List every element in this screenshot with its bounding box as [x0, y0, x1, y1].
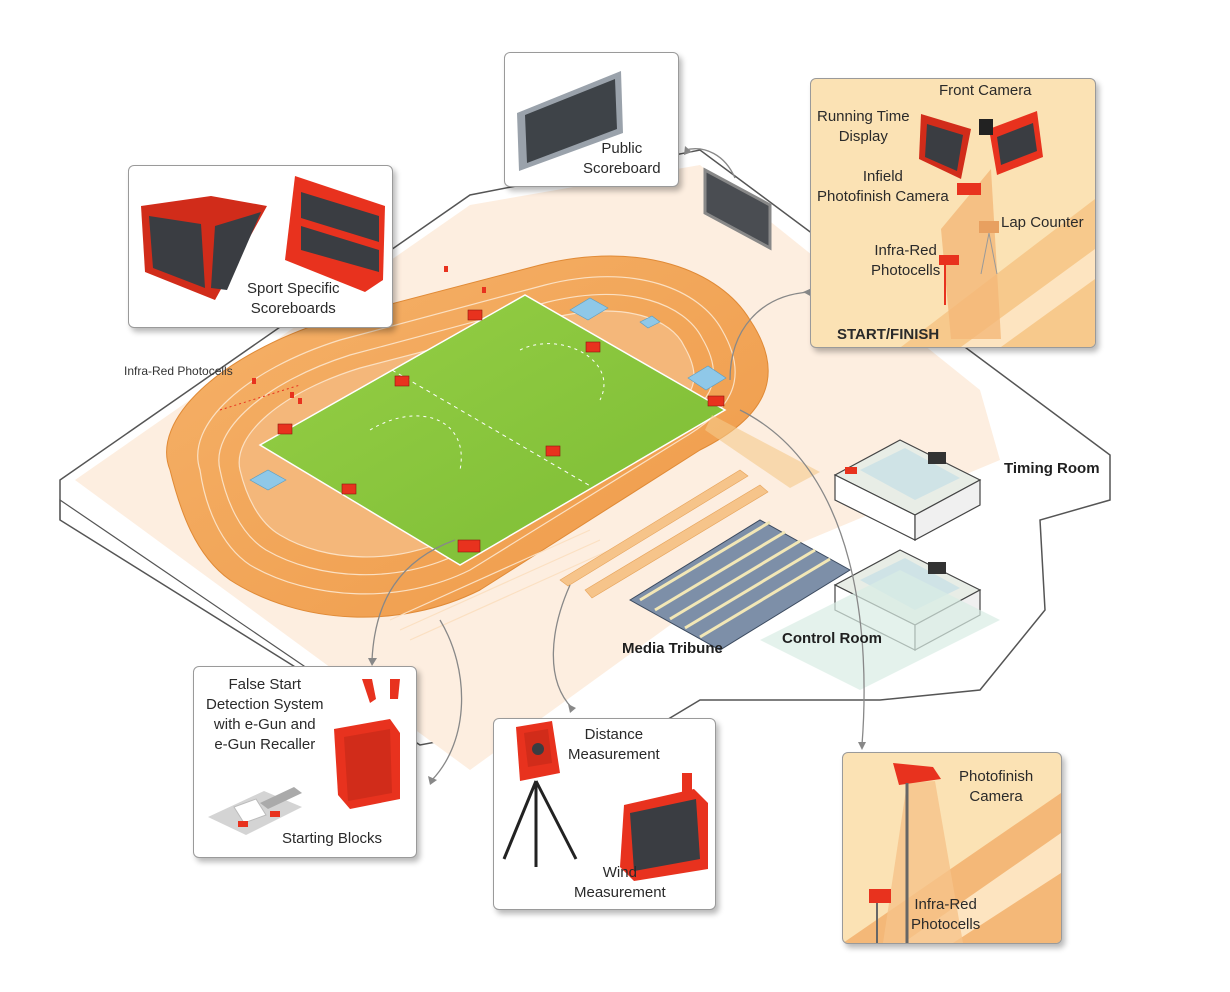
control-room-label: Control Room — [782, 630, 882, 647]
finish-infrared-label-2: Photocells — [871, 262, 941, 279]
sport-scoreboards-label-1: Sport Specific — [247, 280, 340, 297]
false-start-card: False Start Detection System with e-Gun … — [193, 666, 417, 858]
public-scoreboard-label-2: Scoreboard — [583, 160, 661, 177]
measurement-illustration — [502, 721, 708, 881]
false-start-label-3: with e-Gun and — [213, 716, 316, 733]
measurement-card: Distance Measurement Wind Measurement — [493, 718, 716, 910]
false-start-label-4: e-Gun Recaller — [214, 736, 316, 753]
sport-scoreboards-card: Sport Specific Scoreboards — [128, 165, 393, 328]
runways — [559, 469, 769, 599]
front-camera-label: Front Camera — [939, 82, 1032, 99]
callout-connectors — [371, 148, 865, 781]
photofinish-card: Photofinish Camera Infra-Red Photocells — [842, 752, 1062, 944]
false-start-label-1: False Start — [228, 676, 302, 693]
start-finish-illustration — [901, 111, 1095, 347]
lap-counter-label: Lap Counter — [1001, 214, 1084, 231]
sport-scoreboards-icon — [141, 176, 385, 300]
sport-scoreboards-label-2: Scoreboards — [250, 300, 336, 317]
public-scoreboard-device — [703, 167, 772, 251]
arrowheads — [368, 146, 866, 785]
infield-grass — [258, 294, 727, 566]
finish-infrared-label-1: Infra-Red — [874, 242, 937, 259]
distance-label-1: Distance — [584, 726, 644, 743]
false-start-illustration — [208, 679, 400, 835]
timing-room-building — [833, 439, 982, 542]
infrared-photocell-row — [252, 266, 486, 404]
running-time-label-1: Running Time — [817, 108, 910, 125]
media-tribune-label: Media Tribune — [622, 640, 723, 657]
wind-label-2: Measurement — [574, 884, 666, 901]
infield-camera-label-2: Photofinish Camera — [817, 188, 949, 205]
control-room-pad — [760, 570, 1000, 690]
photofinish-camera-label-2: Camera — [969, 788, 1023, 805]
media-tribune — [629, 519, 851, 651]
jump-pits — [249, 297, 727, 491]
start-finish-label: START/FINISH — [837, 326, 940, 343]
photofinish-illustration — [843, 763, 1061, 943]
distance-label-2: Measurement — [568, 746, 660, 763]
start-finish-card: Front Camera Running Time Display Infiel… — [810, 78, 1096, 348]
running-time-label-2: Display — [838, 128, 888, 145]
public-scoreboard-icon — [517, 71, 623, 171]
public-scoreboard-label-1: Public — [601, 140, 643, 157]
photofinish-infrared-label-1: Infra-Red — [914, 896, 977, 913]
public-scoreboard-card: Public Scoreboard — [504, 52, 679, 187]
false-start-label-2: Detection System — [206, 696, 324, 713]
photofinish-infrared-label-2: Photocells — [911, 916, 981, 933]
field-equipment — [277, 309, 725, 553]
timing-room-label: Timing Room — [1004, 460, 1100, 477]
wind-label-1: Wind — [602, 864, 637, 881]
starting-blocks-label: Starting Blocks — [282, 830, 383, 847]
photofinish-camera-label-1: Photofinish — [959, 768, 1034, 785]
infield-camera-label-1: Infield — [862, 168, 903, 185]
finish-beam — [705, 415, 820, 488]
infrared-photocells-label: Infra-Red Photocells — [124, 364, 233, 378]
